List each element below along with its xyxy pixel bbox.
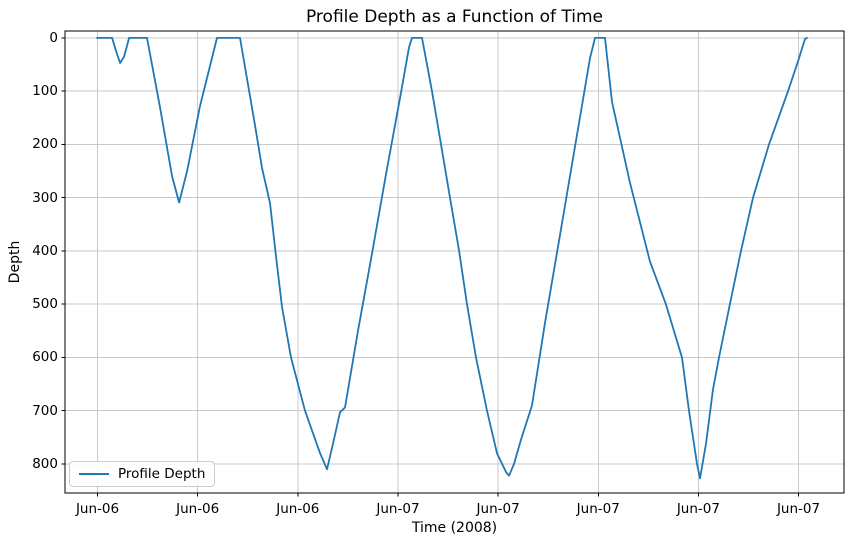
chart-title: Profile Depth as a Function of Time xyxy=(305,7,604,27)
y-tick-label: 100 xyxy=(32,83,58,100)
x-tick-label: Jun-07 xyxy=(576,501,620,517)
y-tick-label: 300 xyxy=(32,189,58,206)
axes-box xyxy=(64,30,845,494)
x-tick-label: Jun-06 xyxy=(176,501,220,517)
legend-line-sample xyxy=(79,473,109,475)
y-tick-label: 600 xyxy=(32,349,58,366)
x-tick-label: Jun-07 xyxy=(676,501,720,517)
legend: Profile Depth xyxy=(69,461,216,487)
y-tick-label: 700 xyxy=(32,402,58,419)
x-tick-label: Jun-07 xyxy=(476,501,520,517)
x-axis-label: Time (2008) xyxy=(411,520,498,536)
x-tick-label: Jun-07 xyxy=(376,501,420,517)
legend-label: Profile Depth xyxy=(118,466,206,482)
series-line xyxy=(96,37,808,480)
y-tick-label: 800 xyxy=(32,455,58,472)
y-tick-label: 400 xyxy=(32,242,58,259)
x-tick-label: Jun-06 xyxy=(276,501,320,517)
y-tick-label: 200 xyxy=(32,136,58,153)
y-tick-label: 0 xyxy=(49,29,58,46)
y-tick-label: 500 xyxy=(32,296,58,313)
x-tick-label: Jun-06 xyxy=(75,501,120,517)
x-tick-label: Jun-07 xyxy=(776,501,821,517)
